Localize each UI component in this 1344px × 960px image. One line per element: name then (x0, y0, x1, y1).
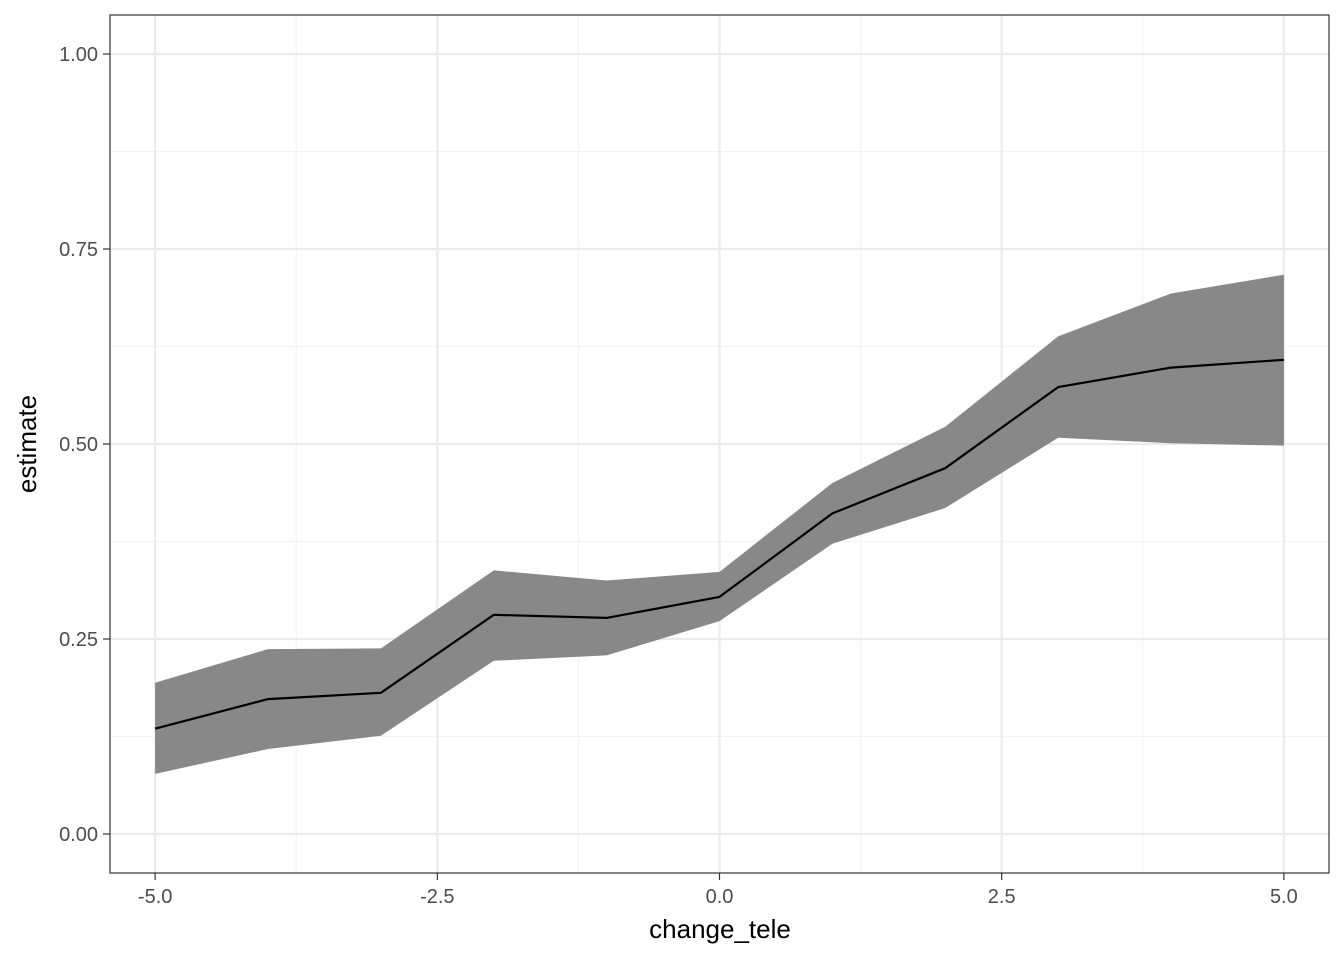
x-tick-label: -5.0 (138, 886, 172, 908)
x-tick-label: 5.0 (1270, 886, 1298, 908)
y-axis: 0.00 0.25 0.50 0.75 1.00 (59, 44, 110, 846)
x-tick-label: 2.5 (988, 886, 1016, 908)
y-tick-label: 0.25 (59, 629, 98, 651)
x-tick-label: 0.0 (706, 886, 734, 908)
y-tick-label: 0.00 (59, 824, 98, 846)
y-tick-label: 0.50 (59, 434, 98, 456)
x-tick-label: -2.5 (420, 886, 454, 908)
grid-major (110, 15, 1329, 873)
y-tick-label: 0.75 (59, 239, 98, 261)
estimate-line (154, 358, 1284, 730)
y-tick-label: 1.00 (59, 44, 98, 66)
x-axis: -5.0 -2.5 0.0 2.5 5.0 (138, 873, 1298, 908)
y-axis-title: estimate (12, 395, 42, 493)
confidence-ribbon (155, 274, 1284, 774)
x-axis-title: change_tele (649, 914, 791, 944)
